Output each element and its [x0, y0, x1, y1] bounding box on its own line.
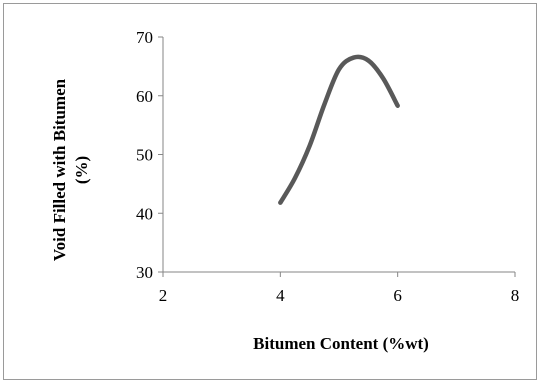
y-tick-label: 70	[136, 28, 153, 47]
y-axis-title-line-2: (%)	[72, 156, 91, 184]
y-tick-label: 30	[136, 263, 153, 282]
y-tick-label: 50	[136, 146, 153, 165]
y-tick-label: 60	[136, 87, 153, 106]
x-axis-title: Bitumen Content (%wt)	[253, 334, 429, 353]
y-axis-title: Void Filled with Bitumen (%)	[50, 78, 91, 261]
series-line	[278, 54, 400, 205]
x-ticks: 2 4 6 8	[159, 272, 520, 305]
x-tick-label: 6	[393, 286, 402, 305]
y-ticks: 30 40 50 60 70	[136, 28, 163, 282]
x-tick-label: 8	[511, 286, 520, 305]
chart-frame	[3, 3, 537, 380]
x-tick-label: 2	[159, 286, 168, 305]
x-tick-label: 4	[276, 286, 285, 305]
series-layer	[278, 54, 400, 205]
y-tick-label: 40	[136, 204, 153, 223]
y-axis-title-line-1: Void Filled with Bitumen	[50, 78, 69, 261]
